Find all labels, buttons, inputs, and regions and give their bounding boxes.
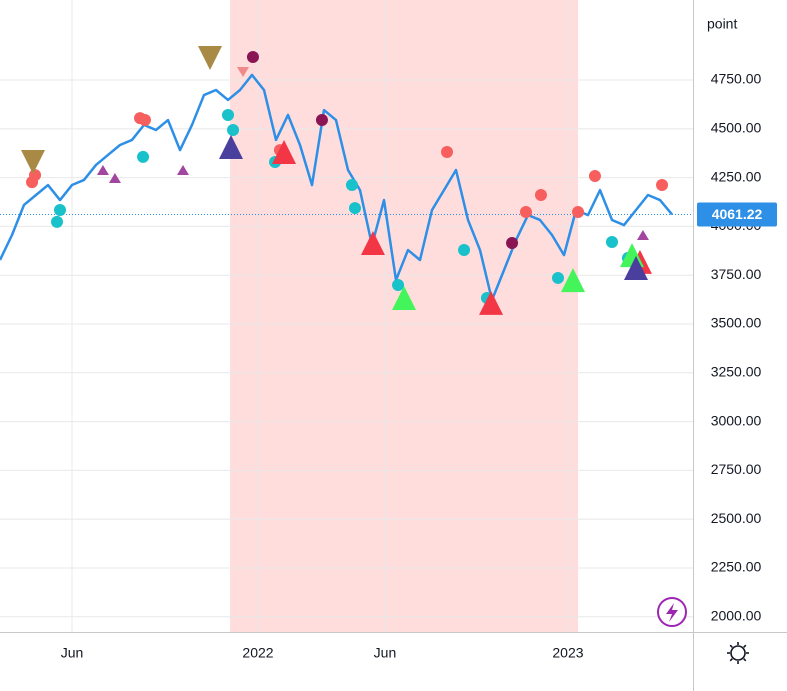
signal-dot [606, 236, 618, 249]
y-tick-label: 2000.00 [711, 607, 762, 623]
y-tick-label: 4750.00 [711, 71, 762, 87]
signal-triangle [561, 268, 585, 293]
lightning-icon[interactable] [657, 597, 687, 627]
signal-dot [519, 205, 532, 218]
signal-triangle [219, 134, 243, 159]
signal-triangle [96, 165, 109, 176]
signal-dot [227, 123, 240, 136]
y-tick-label: 4500.00 [711, 120, 762, 136]
shaded-region [230, 0, 579, 632]
signal-dot [506, 237, 519, 250]
signal-dot [222, 108, 234, 121]
signal-dot [588, 170, 601, 183]
signal-dot [656, 179, 669, 192]
signal-triangle [360, 231, 385, 256]
signal-dot [392, 278, 405, 291]
x-tick-label: Jun [61, 645, 84, 661]
signal-triangle [21, 150, 45, 175]
signal-triangle [272, 140, 297, 165]
y-tick-label: 3250.00 [711, 364, 762, 380]
signal-dot [534, 188, 547, 201]
signal-dot [137, 150, 150, 163]
x-tick-label: 2022 [242, 645, 273, 661]
signal-triangle [636, 229, 649, 240]
signal-dot [348, 202, 361, 215]
signal-dot [345, 179, 358, 192]
signal-triangle [237, 67, 249, 78]
y-axis-label: point [707, 16, 737, 32]
signal-dot [441, 146, 453, 159]
signal-dot [29, 169, 42, 182]
settings-icon[interactable] [727, 642, 749, 664]
signal-dot [315, 114, 328, 127]
signal-dot [138, 114, 151, 127]
y-tick-label: 2750.00 [711, 461, 762, 477]
signal-dot [246, 50, 259, 63]
signal-dot [552, 271, 564, 284]
y-tick-label: 3000.00 [711, 412, 762, 428]
plot-area [0, 0, 693, 632]
signal-dot [51, 215, 63, 228]
signal-triangle [392, 286, 417, 311]
x-tick-label: Jun [374, 645, 397, 661]
last-value-label: 4061.22 [712, 206, 763, 222]
signal-triangle [198, 45, 222, 70]
y-tick-label: 2250.00 [711, 559, 762, 575]
last-value-box [697, 202, 777, 227]
signal-triangle [479, 290, 504, 315]
y-tick-label: 2500.00 [711, 510, 762, 526]
y-tick-label: 3500.00 [711, 315, 762, 331]
signal-triangle [624, 255, 648, 280]
signal-triangle [108, 173, 121, 184]
signal-triangle [177, 165, 189, 176]
y-tick-label: 3750.00 [711, 266, 762, 282]
signal-dot [572, 205, 585, 218]
x-tick-label: 2023 [552, 645, 583, 661]
signal-dot [458, 244, 471, 257]
price-line [0, 73, 673, 302]
signal-dot [54, 204, 66, 217]
y-tick-label: 4250.00 [711, 168, 762, 184]
